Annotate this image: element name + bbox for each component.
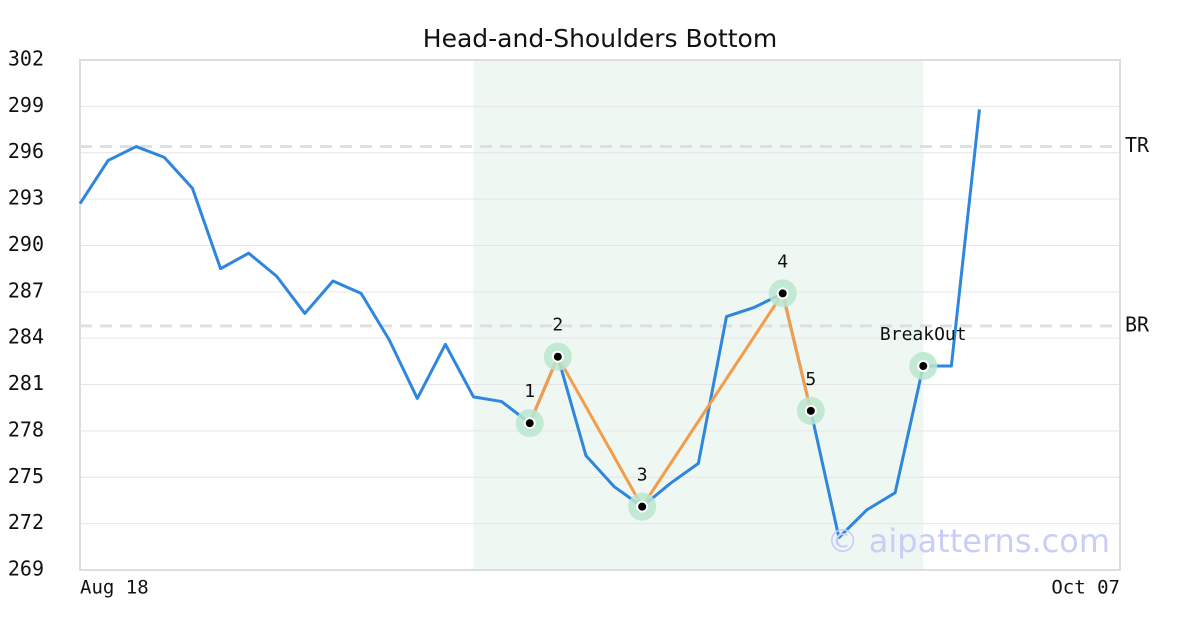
pattern-zone	[473, 60, 924, 570]
breakout-label: BreakOut	[880, 324, 967, 345]
y-tick-label: 278	[8, 417, 44, 441]
pattern-point	[804, 404, 817, 417]
pattern-label: 4	[777, 251, 788, 272]
pattern-label: 5	[805, 369, 816, 390]
x-tick-label: Oct 07	[1051, 577, 1120, 599]
level-label: TR	[1125, 133, 1150, 157]
y-tick-label: 302	[8, 47, 44, 71]
pattern-point	[523, 417, 536, 430]
x-tick-label: Aug 18	[80, 577, 149, 599]
y-tick-label: 299	[8, 93, 44, 117]
y-tick-label: 272	[8, 510, 44, 534]
level-label: BR	[1125, 312, 1150, 336]
chart-title: Head-and-Shoulders Bottom	[423, 24, 777, 53]
y-tick-label: 287	[8, 278, 44, 302]
y-tick-label: 284	[8, 325, 44, 349]
plot-frame	[79, 59, 1121, 571]
pattern-point	[551, 350, 564, 363]
y-tick-label: 290	[8, 232, 44, 256]
pattern-point	[917, 360, 930, 372]
y-tick-label: 269	[8, 557, 44, 581]
y-tick-label: 296	[8, 139, 44, 163]
pattern-point	[636, 500, 649, 513]
pattern-label: 2	[552, 315, 563, 336]
y-tick-label: 275	[8, 464, 44, 488]
pattern-label: 3	[637, 465, 648, 486]
y-tick-label: 293	[8, 186, 44, 210]
watermark: © aipatterns.com	[827, 522, 1110, 560]
y-tick-label: 281	[8, 371, 44, 395]
pattern-point	[776, 287, 789, 300]
pattern-label: 1	[524, 381, 535, 402]
